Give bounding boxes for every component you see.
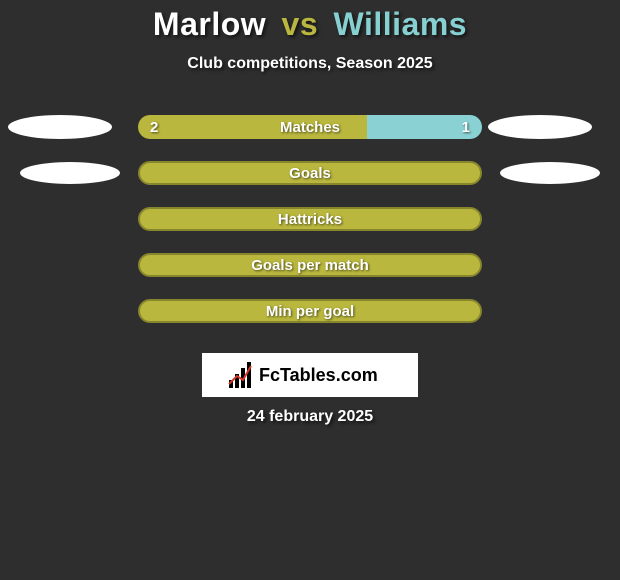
right-stat-ellipse bbox=[488, 115, 592, 139]
stat-bar-right-segment bbox=[367, 115, 482, 139]
stat-rows: 21Matches Goals Hattricks Goals per match Mi… bbox=[0, 115, 620, 323]
brand-box: FcTables.com bbox=[202, 353, 418, 397]
player2-name: Williams bbox=[334, 6, 468, 42]
fctables-logo-icon: FcTables.com bbox=[225, 360, 395, 390]
footer-date: 24 february 2025 bbox=[0, 408, 620, 426]
stat-row: Goals bbox=[0, 161, 620, 185]
subtitle: Club competitions, Season 2025 bbox=[0, 55, 620, 73]
right-stat-ellipse bbox=[500, 162, 600, 184]
stat-bar: Goals per match bbox=[138, 253, 482, 277]
stat-bar: Hattricks bbox=[138, 207, 482, 231]
stat-bar-bg bbox=[138, 161, 482, 185]
vs-label: vs bbox=[282, 6, 319, 42]
player1-name: Marlow bbox=[153, 6, 266, 42]
stat-row: Min per goal bbox=[0, 299, 620, 323]
stat-bar-bg bbox=[138, 253, 482, 277]
stat-bar-bg bbox=[138, 115, 482, 139]
stat-bar-bg bbox=[138, 299, 482, 323]
stat-bar: Goals bbox=[138, 161, 482, 185]
stat-row: Hattricks bbox=[0, 207, 620, 231]
stat-bar: Min per goal bbox=[138, 299, 482, 323]
left-stat-ellipse bbox=[8, 115, 112, 139]
stat-bar-left-segment bbox=[138, 115, 367, 139]
stat-row: Goals per match bbox=[0, 253, 620, 277]
title: Marlow vs Williams bbox=[0, 0, 620, 43]
left-stat-ellipse bbox=[20, 162, 120, 184]
stat-bar: 21Matches bbox=[138, 115, 482, 139]
comparison-infographic: Marlow vs Williams Club competitions, Se… bbox=[0, 0, 620, 580]
stat-row: 21Matches bbox=[0, 115, 620, 139]
stat-bar-bg bbox=[138, 207, 482, 231]
svg-text:FcTables.com: FcTables.com bbox=[259, 365, 378, 385]
